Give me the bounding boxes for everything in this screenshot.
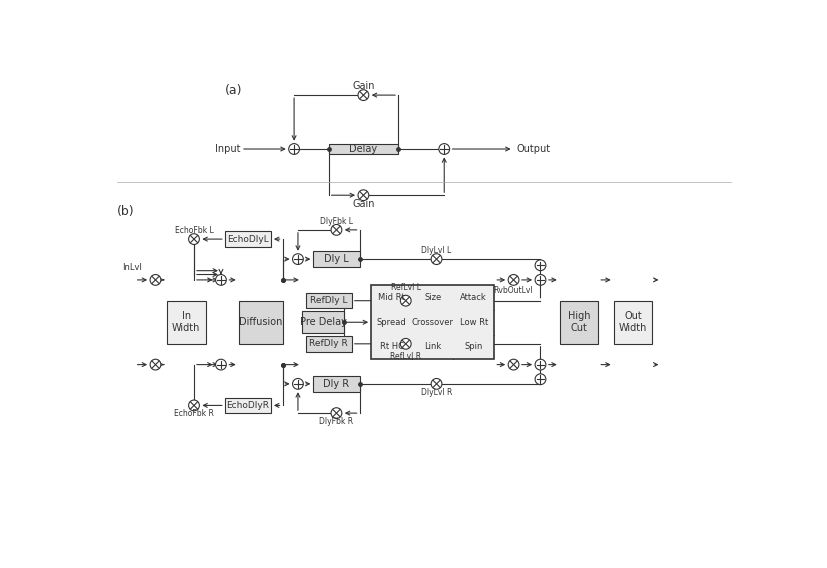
- Bar: [306, 336, 351, 352]
- Circle shape: [331, 408, 342, 419]
- Text: Diffusion: Diffusion: [239, 318, 282, 327]
- Text: In
Width: In Width: [172, 311, 200, 333]
- Text: Delay: Delay: [349, 144, 377, 154]
- Text: RvbOutLvl: RvbOutLvl: [494, 286, 533, 295]
- Bar: [371, 285, 495, 359]
- Text: RefDly R: RefDly R: [309, 339, 348, 348]
- Bar: [302, 311, 344, 333]
- Text: RefLvl L: RefLvl L: [390, 283, 421, 292]
- Text: EchoFbk L: EchoFbk L: [174, 226, 213, 235]
- Text: Low Rt: Low Rt: [460, 318, 488, 327]
- Text: InLvl: InLvl: [122, 263, 141, 272]
- Circle shape: [508, 359, 519, 370]
- Circle shape: [331, 224, 342, 235]
- Circle shape: [151, 274, 161, 285]
- Circle shape: [293, 254, 304, 265]
- Text: Spread: Spread: [377, 318, 407, 327]
- Text: DlyFbk R: DlyFbk R: [319, 417, 353, 426]
- Text: (a): (a): [225, 83, 242, 97]
- Circle shape: [289, 144, 299, 154]
- Text: High
Cut: High Cut: [568, 311, 590, 333]
- Circle shape: [151, 359, 161, 370]
- Bar: [313, 376, 360, 391]
- Bar: [614, 300, 653, 344]
- Bar: [329, 144, 398, 154]
- Text: DlyLvl R: DlyLvl R: [421, 388, 452, 397]
- Text: Link: Link: [424, 343, 442, 352]
- Bar: [560, 300, 598, 344]
- Text: EchoFbk R: EchoFbk R: [174, 410, 214, 419]
- Circle shape: [508, 274, 519, 285]
- Text: (b): (b): [117, 205, 135, 218]
- Text: Gain: Gain: [352, 199, 375, 210]
- Circle shape: [535, 374, 546, 385]
- Circle shape: [189, 233, 199, 244]
- Text: Mid Rt: Mid Rt: [378, 293, 405, 302]
- Text: RefDly L: RefDly L: [310, 296, 347, 305]
- Bar: [313, 252, 360, 267]
- Circle shape: [216, 274, 227, 285]
- Text: Output: Output: [517, 144, 551, 154]
- Text: Input: Input: [215, 144, 240, 154]
- Circle shape: [535, 359, 546, 370]
- Text: Attack: Attack: [461, 293, 487, 302]
- Circle shape: [535, 260, 546, 271]
- Circle shape: [358, 190, 369, 201]
- Bar: [239, 300, 283, 344]
- Circle shape: [293, 378, 304, 389]
- Text: DlyFbk L: DlyFbk L: [320, 217, 353, 226]
- Circle shape: [400, 295, 411, 306]
- Circle shape: [189, 400, 199, 411]
- Text: RefLvl R: RefLvl R: [390, 352, 421, 361]
- Circle shape: [439, 144, 450, 154]
- Circle shape: [535, 274, 546, 285]
- Text: EchoDlyR: EchoDlyR: [227, 401, 270, 410]
- Bar: [167, 300, 206, 344]
- Circle shape: [431, 378, 442, 389]
- Circle shape: [358, 90, 369, 101]
- Text: Rt HC: Rt HC: [380, 343, 404, 352]
- Circle shape: [216, 359, 227, 370]
- Text: Gain: Gain: [352, 81, 375, 91]
- Bar: [225, 398, 271, 413]
- Bar: [225, 231, 271, 247]
- Text: Dly L: Dly L: [324, 254, 349, 264]
- Text: Dly R: Dly R: [323, 379, 350, 389]
- Text: Spin: Spin: [465, 343, 483, 352]
- Circle shape: [400, 339, 411, 349]
- Text: DlyLvl L: DlyLvl L: [422, 246, 452, 255]
- Bar: [306, 293, 351, 308]
- Text: EchoDlyL: EchoDlyL: [227, 235, 269, 244]
- Text: Out
Width: Out Width: [619, 311, 647, 333]
- Text: Pre Delay: Pre Delay: [299, 318, 347, 327]
- Text: Size: Size: [424, 293, 442, 302]
- Text: Crossover: Crossover: [412, 318, 454, 327]
- Circle shape: [431, 254, 442, 265]
